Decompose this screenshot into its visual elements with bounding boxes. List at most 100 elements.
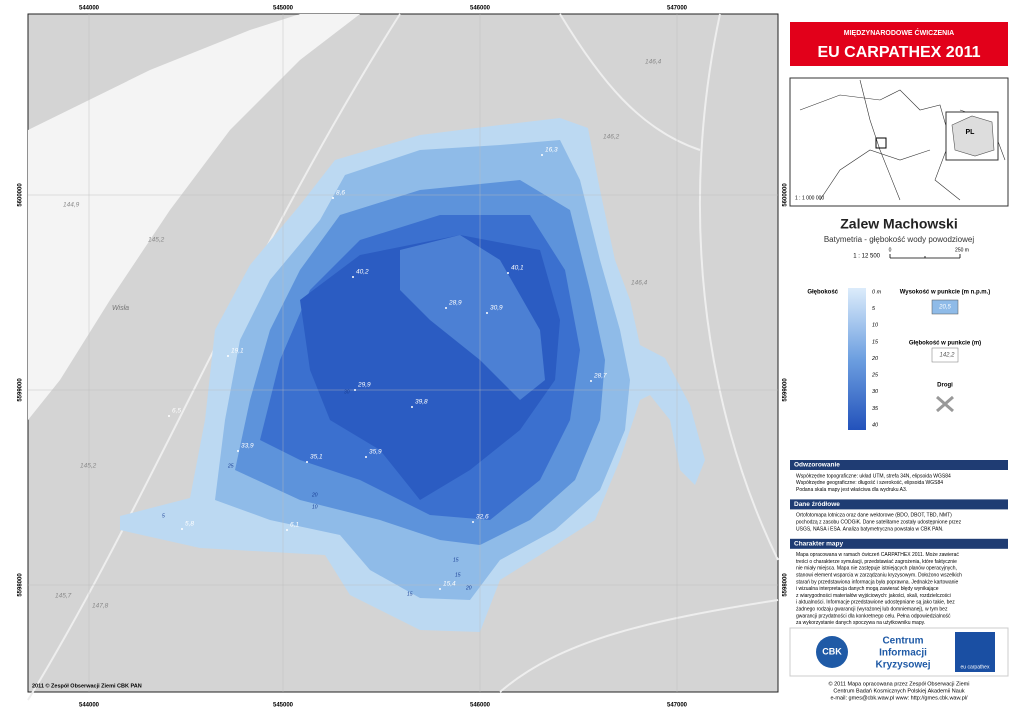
depth-point bbox=[306, 461, 308, 463]
legend-tick: 30 bbox=[872, 389, 879, 395]
depth-point bbox=[332, 197, 334, 199]
footer-line: e-mail: gmes@cbk.waw.pl www: http://gmes… bbox=[830, 695, 967, 701]
depth-point bbox=[541, 154, 543, 156]
depth-point bbox=[181, 528, 183, 530]
contour-label: 15 bbox=[455, 572, 461, 578]
scale-bar bbox=[889, 254, 961, 259]
subtitle: Batymetria - głębokość wody powodziowej bbox=[824, 235, 975, 244]
grid-label-top: 547000 bbox=[667, 6, 688, 12]
inset-aoi bbox=[875, 137, 887, 149]
section-line: Współrzędne topograficzne: układ UTM, st… bbox=[796, 473, 951, 479]
height-sample: 20,5 bbox=[938, 305, 951, 311]
contour-label: 20 bbox=[465, 585, 472, 591]
lake bbox=[120, 118, 705, 632]
depth-point bbox=[439, 588, 441, 590]
section-line: USGS, NASA i ESA. Analiza batymetryczna … bbox=[796, 526, 943, 532]
roads bbox=[27, 13, 779, 701]
height-point-label: 145,7 bbox=[55, 593, 72, 600]
depth-point-label: 30,9 bbox=[490, 305, 503, 312]
section-line: stanowi element wsparcia w zarządzaniu k… bbox=[796, 573, 962, 579]
grid-label-top: 546000 bbox=[470, 6, 491, 12]
scale-text: 1 : 12 500 bbox=[853, 254, 880, 260]
section-line: i wizualna interpretacja danych mogą zaw… bbox=[796, 586, 939, 592]
depth-point-label: 29,9 bbox=[357, 382, 371, 389]
section-line: nie miały miejsca. Mapa nie zastępuje is… bbox=[796, 566, 957, 572]
depth-point bbox=[486, 312, 488, 314]
grid-label-right: 5600000 bbox=[783, 183, 789, 207]
depth-point-label: 28,7 bbox=[593, 373, 607, 380]
footer-line: Centrum Badań Kosmicznych Polskiej Akade… bbox=[833, 688, 964, 694]
section-bar bbox=[790, 538, 1008, 549]
legend-tick: 0 m bbox=[872, 289, 882, 295]
grid-label-bottom: 547000 bbox=[667, 703, 688, 709]
depth-point-label: 5,8 bbox=[185, 521, 194, 528]
contour-label: 25 bbox=[227, 463, 234, 469]
depth-point-label: 35,1 bbox=[310, 454, 323, 461]
legend-tick: 5 bbox=[872, 306, 876, 312]
section-heading: Odwzorowanie bbox=[794, 462, 840, 469]
depth-point bbox=[168, 415, 170, 417]
legend-height: Wysokość w punkcie (m n.p.m.) bbox=[900, 290, 991, 296]
section-line: Podana skala mapy jest właściwa dla wydr… bbox=[796, 487, 907, 493]
logo-line: Informacji bbox=[879, 648, 927, 659]
depth-point-label: 40,1 bbox=[511, 265, 524, 272]
height-point-label: 146,4 bbox=[631, 280, 648, 287]
title: Zalew Machowski bbox=[840, 216, 957, 232]
grid-label-top: 544000 bbox=[79, 6, 100, 12]
grid-label-bottom: 545000 bbox=[273, 703, 294, 709]
section-bar bbox=[790, 499, 1008, 510]
section-line: gwarancji przydatności dla konkretnego c… bbox=[796, 613, 951, 619]
grid-label-left: 5598000 bbox=[18, 573, 24, 597]
depth-point bbox=[227, 355, 229, 357]
depth-point-label: 16,3 bbox=[545, 147, 558, 154]
depth-point bbox=[590, 380, 592, 382]
cbk-logo bbox=[816, 636, 848, 668]
height-point-label: 146,4 bbox=[645, 59, 662, 66]
depth-point-label: 40,2 bbox=[356, 269, 369, 276]
height-sample-box bbox=[931, 299, 959, 315]
grid-label-bottom: 544000 bbox=[79, 703, 100, 709]
poland-shape bbox=[951, 115, 995, 157]
grid-label-left: 5599000 bbox=[18, 378, 24, 402]
section-line: Mapa opracowana w ramach ćwiczeń CARPATH… bbox=[796, 552, 959, 558]
section-bar bbox=[790, 460, 1008, 470]
carpathex-text: eu carpathex bbox=[961, 664, 990, 670]
cbk-text: CBK bbox=[822, 646, 842, 656]
contour-label: 15 bbox=[407, 591, 413, 597]
legend-tick: 25 bbox=[871, 373, 879, 379]
depth-point-sample: 142,2 bbox=[939, 353, 955, 359]
height-point-label: 145,2 bbox=[148, 237, 165, 244]
header-box bbox=[790, 22, 1008, 66]
depth-point-label: 19,1 bbox=[231, 348, 244, 355]
header-big: EU CARPATHEX 2011 bbox=[817, 44, 980, 61]
river bbox=[28, 14, 360, 420]
grid-label-right: 5598000 bbox=[783, 573, 789, 597]
inset-scale: 1 : 1 000 000 bbox=[795, 195, 824, 201]
contour-label: 30 bbox=[344, 389, 350, 395]
grid-label-left: 5600000 bbox=[18, 183, 24, 207]
depth-point bbox=[286, 529, 288, 531]
depth-point-label: 28,9 bbox=[448, 300, 462, 307]
legend-depth-point: Głębokość w punkcie (m) bbox=[909, 341, 981, 347]
legend-tick: 35 bbox=[872, 406, 879, 412]
river-label: Wisła bbox=[112, 305, 129, 312]
depth-point-label: 15,4 bbox=[443, 581, 456, 588]
height-point-label: 147,8 bbox=[92, 603, 109, 610]
depth-ramp bbox=[848, 288, 866, 430]
header-small: MIĘDZYNARODOWE ĆWICZENIA bbox=[844, 28, 954, 37]
depth-point bbox=[352, 276, 354, 278]
credit: 2011 © Zespół Obserwacji Ziemi CBK PAN bbox=[32, 682, 142, 689]
section-line: żadnego rodzaju gwarancji (wyrażonej lub… bbox=[796, 607, 948, 613]
section-line: pochodzą z zasobu CODGiK. Dane satelitar… bbox=[796, 520, 962, 526]
depth-point-label: 8,6 bbox=[336, 190, 345, 197]
legend-tick: 40 bbox=[872, 422, 879, 428]
section-line: za wykorzystanie danych spoczywa na użyt… bbox=[796, 620, 925, 626]
section-line: treści o charakterze symulacji, przedsta… bbox=[796, 559, 957, 565]
contour-label: 20 bbox=[311, 492, 318, 498]
depth-point bbox=[237, 450, 239, 452]
inset-country: PL bbox=[966, 129, 976, 136]
section-line: starań by przedstawiona informacja była … bbox=[796, 579, 959, 585]
section-line: Ortofotomapa lotnicza oraz dane wektorow… bbox=[796, 513, 952, 519]
section-line: Współrzędne geograficzne: długość i szer… bbox=[796, 480, 943, 486]
